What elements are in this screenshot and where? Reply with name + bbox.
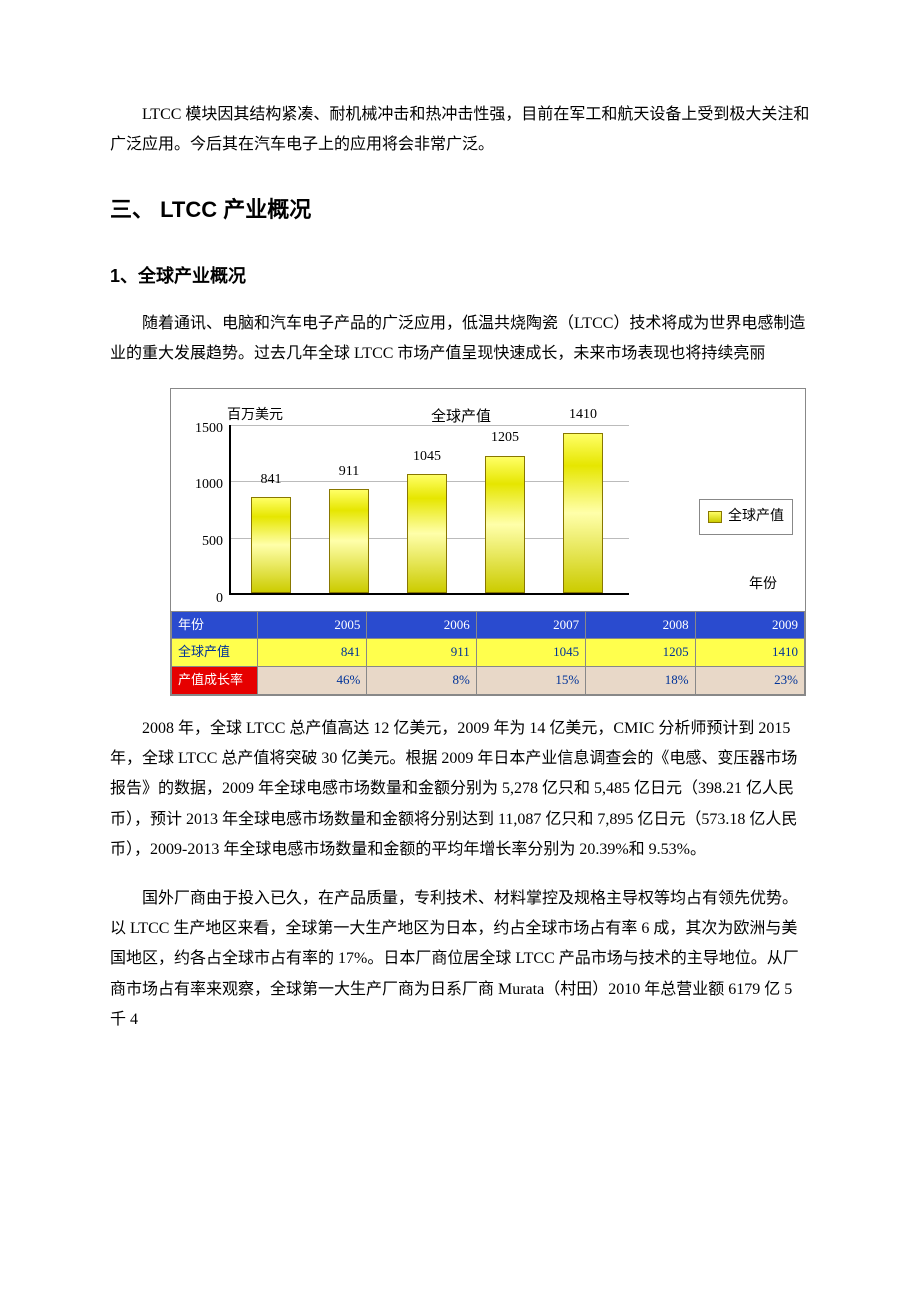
table-cell: 15% xyxy=(476,666,585,694)
table-cell: 911 xyxy=(367,639,476,667)
bar-value-label: 1045 xyxy=(397,444,457,471)
legend-swatch-icon xyxy=(708,511,722,523)
chart-data-table: 年份 20052006200720082009 全球产值 84191110451… xyxy=(171,611,805,695)
global-output-chart: 百万美元 全球产值 841911104512051410 05001000150… xyxy=(170,388,806,696)
chart-bar xyxy=(251,497,291,592)
table-header-year: 年份 xyxy=(172,611,258,639)
analysis-paragraph-1: 2008 年，全球 LTCC 总产值高达 12 亿美元，2009 年为 14 亿… xyxy=(110,714,810,866)
table-cell: 23% xyxy=(695,666,804,694)
table-cell: 1205 xyxy=(586,639,695,667)
bar-value-label: 841 xyxy=(241,467,301,494)
chart-bar xyxy=(485,456,525,593)
legend-label: 全球产值 xyxy=(728,504,784,531)
chart-legend: 全球产值 xyxy=(699,499,793,536)
x-axis-unit: 年份 xyxy=(749,572,777,599)
table-cell: 1410 xyxy=(695,639,804,667)
table-cell: 2009 xyxy=(695,611,804,639)
chart-plot-area: 百万美元 全球产值 841911104512051410 05001000150… xyxy=(171,389,805,611)
table-cell: 8% xyxy=(367,666,476,694)
chart-bar xyxy=(329,489,369,592)
analysis-paragraph-2: 国外厂商由于投入已久，在产品质量，专利技术、材料掌控及规格主导权等均占有领先优势… xyxy=(110,884,810,1036)
y-tick-label: 500 xyxy=(183,529,223,556)
table-row-values: 全球产值 841911104512051410 xyxy=(172,639,805,667)
bar-value-label: 911 xyxy=(319,459,379,486)
bar-value-label: 1410 xyxy=(553,402,613,429)
chart-bar xyxy=(563,433,603,593)
table-cell: 2006 xyxy=(367,611,476,639)
chart-plot: 841911104512051410 xyxy=(229,425,629,595)
table-cell: 841 xyxy=(258,639,367,667)
section-heading-3: 三、 LTCC 产业概况 xyxy=(110,189,810,231)
bar-value-label: 1205 xyxy=(475,425,535,452)
table-cell: 2005 xyxy=(258,611,367,639)
table-header-value: 全球产值 xyxy=(172,639,258,667)
table-cell: 2007 xyxy=(476,611,585,639)
y-tick-label: 1500 xyxy=(183,416,223,443)
y-tick-label: 1000 xyxy=(183,472,223,499)
chart-bar xyxy=(407,474,447,592)
y-tick-label: 0 xyxy=(183,586,223,613)
table-cell: 2008 xyxy=(586,611,695,639)
table-cell: 1045 xyxy=(476,639,585,667)
table-row-years: 年份 20052006200720082009 xyxy=(172,611,805,639)
table-header-growth: 产值成长率 xyxy=(172,666,258,694)
subsection-heading-1: 1、全球产业概况 xyxy=(110,259,810,293)
intro-paragraph: LTCC 模块因其结构紧凑、耐机械冲击和热冲击性强，目前在军工和航天设备上受到极… xyxy=(110,100,810,161)
table-row-growth: 产值成长率 46%8%15%18%23% xyxy=(172,666,805,694)
table-cell: 18% xyxy=(586,666,695,694)
table-cell: 46% xyxy=(258,666,367,694)
overview-paragraph: 随着通讯、电脑和汽车电子产品的广泛应用，低温共烧陶瓷（LTCC）技术将成为世界电… xyxy=(110,309,810,370)
